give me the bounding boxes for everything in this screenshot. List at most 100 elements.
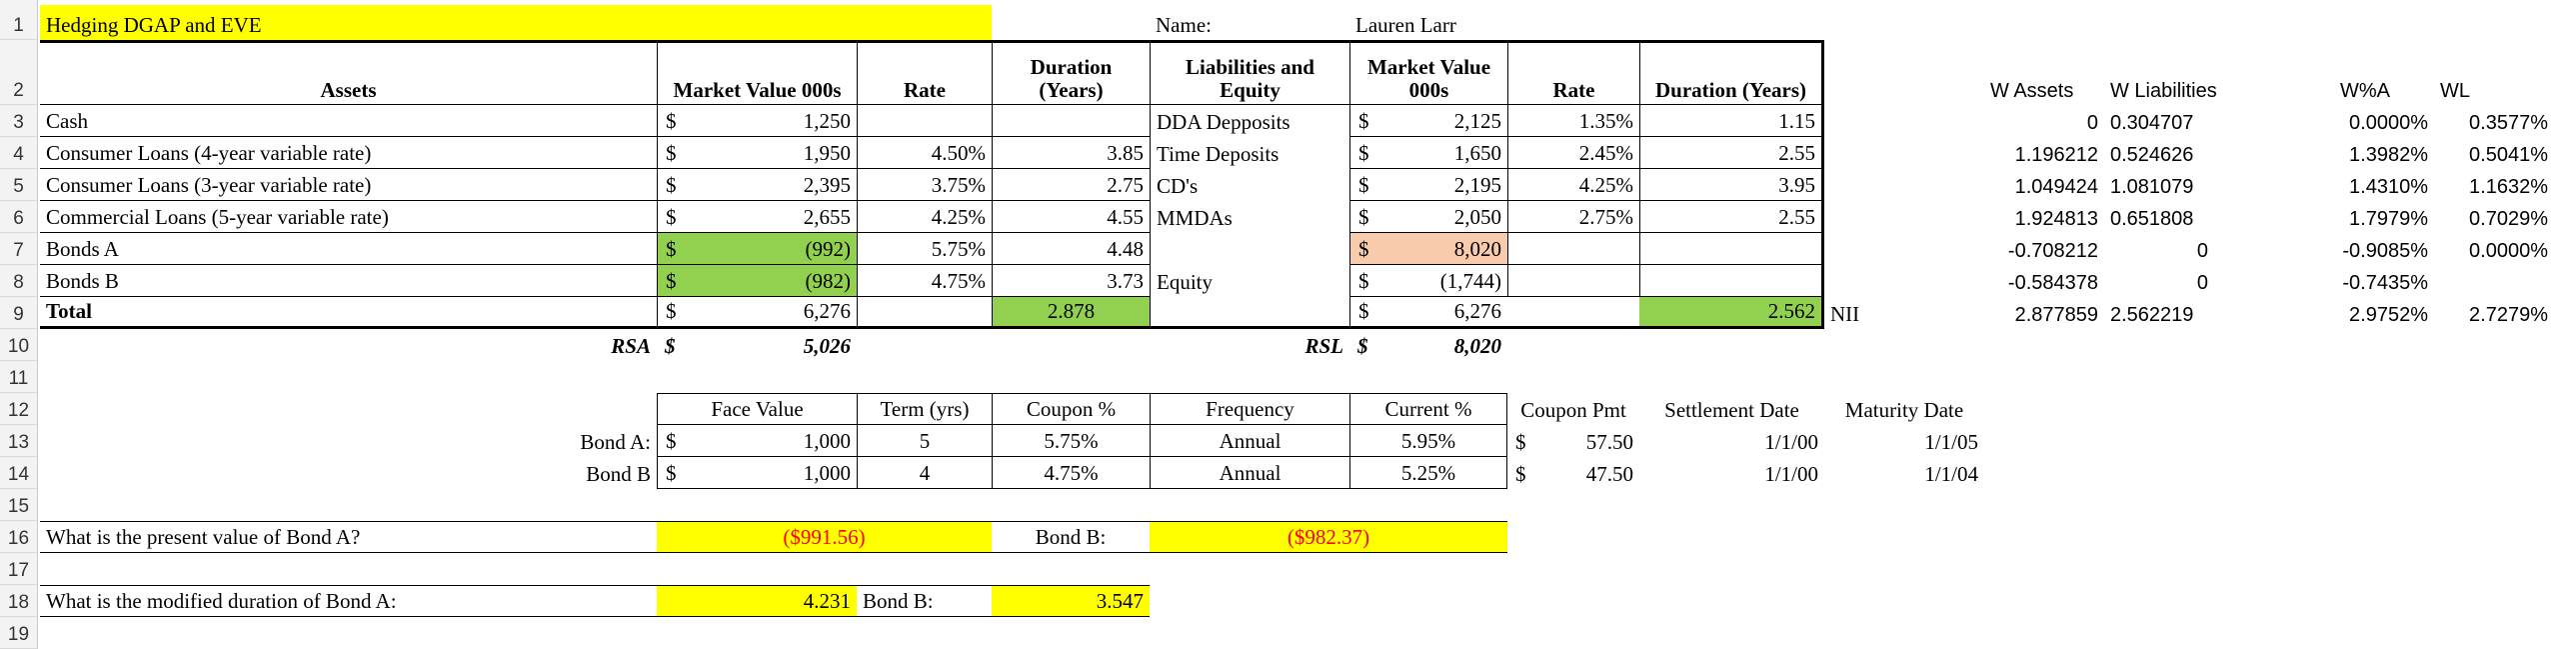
bond-header-current[interactable]: Current % <box>1349 393 1507 425</box>
header-w-liabilities[interactable]: W Liabilities <box>2110 80 2217 102</box>
asset-rate[interactable] <box>857 105 992 137</box>
bond-a-frequency[interactable]: Annual <box>1150 425 1349 457</box>
row-header-4[interactable]: 4 <box>0 137 38 169</box>
wl-value[interactable]: 0.0000% <box>2469 240 2548 262</box>
w-liab-total[interactable]: 2.562219 <box>2110 304 2194 326</box>
bond-a-face[interactable]: $1,000 <box>657 425 857 457</box>
liability-rate[interactable] <box>1507 233 1639 265</box>
w-assets-value[interactable]: -0.708212 <box>2007 240 2098 262</box>
row-header-6[interactable]: 6 <box>0 201 38 233</box>
liability-market-value[interactable]: $8,020 <box>1349 233 1507 265</box>
row-header-5[interactable]: 5 <box>0 169 38 201</box>
row-header-3[interactable]: 3 <box>0 105 38 137</box>
q-present-value-bond-a[interactable]: ($991.56) <box>657 521 992 553</box>
bond-header-coupon[interactable]: Coupon % <box>992 393 1150 425</box>
bond-header-settlement[interactable]: Settlement Date <box>1664 398 1799 422</box>
liability-market-value[interactable]: $1,650 <box>1349 137 1507 169</box>
row-header-16[interactable]: 16 <box>0 521 38 553</box>
liability-duration[interactable]: 2.55 <box>1639 137 1824 169</box>
liability-market-value[interactable]: $2,195 <box>1349 169 1507 201</box>
name-label[interactable]: Name: <box>1156 13 1212 37</box>
row-header-7[interactable]: 7 <box>0 233 38 265</box>
w-assets-value[interactable]: 0 <box>2086 112 2098 134</box>
wpa-total[interactable]: 2.9752% <box>2349 304 2428 326</box>
liability-name[interactable] <box>1150 233 1349 265</box>
asset-rate[interactable]: 3.75% <box>857 169 992 201</box>
row-header-17[interactable]: 17 <box>0 553 38 585</box>
liability-rate[interactable]: 1.35% <box>1507 105 1639 137</box>
w-liab-value[interactable]: 0 <box>2196 240 2208 262</box>
bond-a-current[interactable]: 5.95% <box>1349 425 1507 457</box>
q-modified-duration-label[interactable]: What is the modified duration of Bond A: <box>40 585 657 617</box>
asset-rate[interactable]: 4.50% <box>857 137 992 169</box>
liability-market-value[interactable]: $2,125 <box>1349 105 1507 137</box>
asset-duration[interactable]: 4.55 <box>992 201 1150 233</box>
bond-a-term[interactable]: 5 <box>857 425 992 457</box>
header-assets[interactable]: Assets <box>40 40 657 105</box>
bond-b-term[interactable]: 4 <box>857 457 992 489</box>
asset-market-value[interactable]: $ (992) <box>657 233 857 265</box>
row-header-8[interactable]: 8 <box>0 265 38 297</box>
bond-header-maturity[interactable]: Maturity Date <box>1844 398 1964 422</box>
bond-b-frequency[interactable]: Annual <box>1150 457 1349 489</box>
q-modified-duration-bond-b[interactable]: 3.547 <box>992 585 1150 617</box>
bond-a-coupon[interactable]: 5.75% <box>992 425 1150 457</box>
w-assets-value[interactable]: 1.924813 <box>2014 208 2098 230</box>
row-header-9[interactable]: 9 <box>0 297 38 329</box>
bond-b-settlement[interactable]: 1/1/00 <box>1764 462 1818 486</box>
header-liabilities-equity[interactable]: Liabilities and Equity <box>1150 40 1349 105</box>
asset-name[interactable]: Bonds A <box>40 233 657 265</box>
wpa-value[interactable]: 0.0000% <box>2349 112 2428 134</box>
asset-duration[interactable] <box>992 105 1150 137</box>
liability-name[interactable]: Time Deposits <box>1150 137 1349 169</box>
liability-name[interactable]: CD's <box>1150 169 1349 201</box>
asset-rate[interactable]: 4.75% <box>857 265 992 297</box>
wl-total[interactable]: 2.7279% <box>2469 304 2548 326</box>
bond-b-label[interactable]: Bond B <box>586 462 651 486</box>
w-liab-value[interactable]: 0 <box>2196 272 2208 294</box>
wpa-value[interactable]: -0.9085% <box>2342 240 2428 262</box>
liability-duration[interactable]: 2.55 <box>1639 201 1824 233</box>
asset-name[interactable]: Bonds B <box>40 265 657 297</box>
w-liab-value[interactable]: 0.651808 <box>2110 208 2194 230</box>
bond-b-face[interactable]: $1,000 <box>657 457 857 489</box>
wpa-value[interactable]: 1.3982% <box>2349 144 2428 166</box>
total-duration[interactable]: 2.878 <box>992 297 1150 329</box>
row-header-10[interactable]: 10 <box>0 329 38 361</box>
wl-value[interactable] <box>2434 265 2554 297</box>
liability-name[interactable]: DDA Depposits <box>1150 105 1349 137</box>
bond-a-coupon-pmt[interactable]: $57.50 <box>1515 430 1633 454</box>
asset-market-value[interactable]: $1,950 <box>657 137 857 169</box>
liability-duration[interactable]: 1.15 <box>1639 105 1824 137</box>
asset-market-value[interactable]: $1,250 <box>657 105 857 137</box>
wpa-value[interactable]: -0.7435% <box>2342 272 2428 294</box>
bond-header-coupon-pmt[interactable]: Coupon Pmt <box>1520 398 1626 422</box>
header-liab-market-value[interactable]: Market Value 000s <box>1349 40 1507 105</box>
rsl-value[interactable]: $8,020 <box>1357 334 1501 358</box>
liability-name[interactable]: MMDAs <box>1150 201 1349 233</box>
header-duration[interactable]: Duration (Years) <box>992 40 1150 105</box>
bond-a-maturity[interactable]: 1/1/05 <box>1924 430 1978 454</box>
total-liab-duration[interactable]: 2.562 <box>1639 297 1824 329</box>
bond-header-frequency[interactable]: Frequency <box>1150 393 1349 425</box>
w-assets-total[interactable]: 2.877859 <box>2014 304 2098 326</box>
asset-duration[interactable]: 2.75 <box>992 169 1150 201</box>
wl-value[interactable]: 0.5041% <box>2469 144 2548 166</box>
header-market-value[interactable]: Market Value 000s <box>657 40 857 105</box>
q-present-value-bond-b-label[interactable]: Bond B: <box>992 521 1150 553</box>
header-w-assets[interactable]: W Assets <box>1990 80 2074 102</box>
liability-duration[interactable] <box>1639 233 1824 265</box>
liability-market-value[interactable]: $ (1,744) <box>1349 265 1507 297</box>
name-value[interactable]: Lauren Larr <box>1355 13 1456 37</box>
q-present-value-bond-b[interactable]: ($982.37) <box>1150 521 1507 553</box>
total-market-value[interactable]: $6,276 <box>657 297 857 329</box>
header-liab-duration[interactable]: Duration (Years) <box>1639 40 1824 105</box>
rsa-value[interactable]: $5,026 <box>665 334 851 358</box>
wl-value[interactable]: 0.7029% <box>2469 208 2548 230</box>
wpa-value[interactable]: 1.7979% <box>2349 208 2428 230</box>
liability-market-value[interactable]: $2,050 <box>1349 201 1507 233</box>
w-liab-value[interactable]: 0.524626 <box>2110 144 2194 166</box>
q-modified-duration-bond-a[interactable]: 4.231 <box>657 585 857 617</box>
total-label[interactable]: Total <box>40 297 657 329</box>
liability-rate[interactable]: 4.25% <box>1507 169 1639 201</box>
